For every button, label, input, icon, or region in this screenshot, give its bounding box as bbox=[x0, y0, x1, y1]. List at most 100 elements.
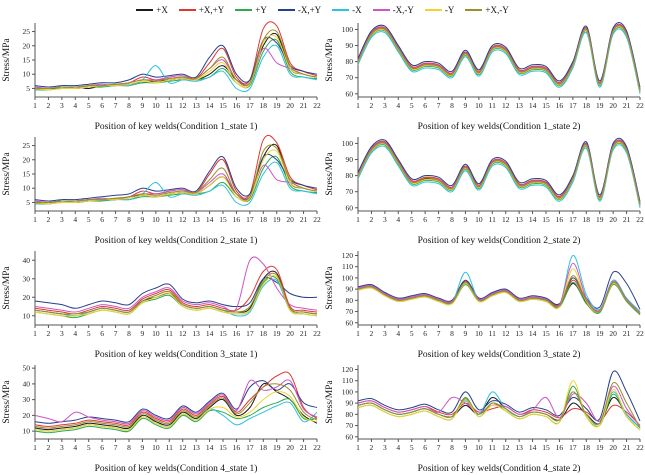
x-tick-label: 9 bbox=[464, 101, 468, 110]
legend-label: -X bbox=[352, 4, 362, 15]
legend-label: -X,+Y bbox=[297, 4, 322, 15]
x-tick-label: 16 bbox=[233, 215, 241, 224]
series-line--Y bbox=[34, 391, 318, 432]
series-line-+X,-Y bbox=[357, 25, 641, 91]
series-line--X,+Y bbox=[34, 36, 318, 88]
x-tick-label: 12 bbox=[179, 329, 187, 338]
x-tick-label: 2 bbox=[370, 215, 374, 224]
x-tick-label: 11 bbox=[489, 215, 496, 224]
y-tick-label: 40 bbox=[23, 379, 31, 388]
x-tick-label: 6 bbox=[423, 215, 427, 224]
x-tick-label: 5 bbox=[87, 443, 91, 452]
y-tick-label: 20 bbox=[23, 411, 31, 420]
x-tick-label: 8 bbox=[450, 215, 454, 224]
x-tick-label: 10 bbox=[152, 101, 160, 110]
chart-condition-1-state-1: 1 2 3 4 5 6 7 8 9 10 11 12 13 14 15 16 17 18 19 20 21 22 5 10 15… bbox=[0, 18, 323, 132]
x-axis-title: Position of key welds(Condition 1_state … bbox=[95, 121, 258, 132]
x-tick-label: 3 bbox=[383, 329, 387, 338]
x-tick-label: 17 bbox=[569, 215, 577, 224]
series-line--Y bbox=[34, 274, 318, 317]
x-tick-label: 12 bbox=[502, 215, 510, 224]
x-tick-label: 12 bbox=[179, 443, 187, 452]
x-tick-label: 6 bbox=[100, 215, 104, 224]
series-group bbox=[34, 134, 318, 206]
series-line--X,-Y bbox=[34, 256, 318, 313]
legend-swatch bbox=[372, 8, 390, 11]
y-tick-label: 10 bbox=[23, 311, 31, 320]
plot-condition-2-state-2: 1 2 3 4 5 6 7 8 9 10 11 12 13 14 15 16 17 18 19 20 21 2260708… bbox=[325, 137, 644, 246]
series-line--X,+Y bbox=[357, 270, 641, 310]
x-tick-label: 5 bbox=[87, 215, 91, 224]
x-tick-label: 3 bbox=[383, 443, 387, 452]
y-axis-title: Stress/MPa bbox=[2, 38, 12, 82]
x-tick-label: 2 bbox=[47, 329, 51, 338]
x-tick-label: 4 bbox=[396, 215, 400, 224]
x-tick-label: 11 bbox=[489, 329, 496, 338]
y-tick-label: 70 bbox=[346, 73, 354, 82]
series-line--X bbox=[34, 44, 318, 93]
x-tick-label: 17 bbox=[246, 329, 254, 338]
series-line-+X,-Y bbox=[357, 141, 641, 205]
x-tick-label: 8 bbox=[127, 329, 131, 338]
x-tick-label: 8 bbox=[127, 101, 131, 110]
y-tick-label: 70 bbox=[346, 187, 354, 196]
series-line--Y bbox=[357, 268, 641, 315]
x-tick-label: 14 bbox=[529, 329, 537, 338]
x-tick-label: 6 bbox=[423, 443, 427, 452]
x-tick-label: 20 bbox=[286, 443, 294, 452]
x-tick-label: 4 bbox=[73, 329, 77, 338]
series-group bbox=[34, 256, 318, 319]
y-axis-title: Stress/MPa bbox=[2, 152, 12, 196]
x-tick-label: 7 bbox=[114, 215, 118, 224]
x-tick-label: 20 bbox=[609, 443, 617, 452]
x-tick-label: 15 bbox=[542, 329, 550, 338]
x-tick-label: 16 bbox=[556, 443, 564, 452]
x-tick-label: 3 bbox=[60, 101, 64, 110]
x-tick-label: 18 bbox=[260, 443, 268, 452]
x-tick-label: 5 bbox=[410, 443, 414, 452]
y-tick-label: 10 bbox=[23, 427, 31, 436]
series-line-+X,+Y bbox=[34, 134, 318, 204]
y-tick-label: 80 bbox=[346, 410, 354, 419]
series-line--X bbox=[357, 28, 641, 94]
x-tick-label: 13 bbox=[192, 443, 200, 452]
chart-condition-4-state-1: 1 2 3 4 5 6 7 8 9 10 11 12 13 14 15 16 17 18 19 20 21 22 10 20 3… bbox=[0, 360, 323, 474]
y-tick-label: 110 bbox=[342, 376, 353, 385]
x-tick-label: 9 bbox=[141, 101, 145, 110]
x-tick-label: 22 bbox=[636, 101, 644, 110]
x-axis-title: Position of key welds(Condition 3_state … bbox=[418, 349, 581, 360]
x-axis-title: Position of key welds(Condition 2_state … bbox=[418, 235, 581, 246]
y-tick-label: 120 bbox=[342, 365, 354, 374]
legend-swatch bbox=[136, 8, 154, 11]
series-line--X,+Y bbox=[34, 153, 318, 202]
y-tick-label: 60 bbox=[346, 432, 354, 441]
y-tick-label: 30 bbox=[23, 274, 31, 283]
x-tick-label: 18 bbox=[260, 215, 268, 224]
legend-swatch bbox=[178, 8, 196, 11]
chart-condition-3-state-1: 1 2 3 4 5 6 7 8 9 10 11 12 13 14 15 16 17 18 19 20 21 22 10 20 3… bbox=[0, 246, 323, 360]
charts-grid: 1 2 3 4 5 6 7 8 9 10 11 12 13 14 15 16 17 18 19 20 21 22 5 10 15… bbox=[0, 18, 645, 474]
x-tick-label: 5 bbox=[410, 215, 414, 224]
series-group bbox=[34, 371, 318, 434]
y-tick-label: 100 bbox=[342, 387, 354, 396]
legend-item--Y: -Y bbox=[424, 5, 454, 15]
x-tick-label: 17 bbox=[246, 215, 254, 224]
y-tick-label: 110 bbox=[342, 262, 353, 271]
x-tick-label: 3 bbox=[60, 443, 64, 452]
x-tick-label: 21 bbox=[623, 443, 631, 452]
legend-swatch bbox=[277, 8, 295, 11]
series-line--X bbox=[34, 161, 318, 206]
x-tick-label: 20 bbox=[286, 101, 294, 110]
x-tick-label: 19 bbox=[596, 101, 604, 110]
x-tick-label: 7 bbox=[437, 101, 441, 110]
x-tick-label: 22 bbox=[313, 329, 321, 338]
series-line-+X,-Y bbox=[357, 275, 641, 315]
y-axis-title: Stress/MPa bbox=[325, 152, 335, 196]
x-tick-label: 18 bbox=[583, 215, 591, 224]
x-tick-label: 8 bbox=[127, 443, 131, 452]
y-tick-label: 70 bbox=[346, 307, 354, 316]
x-tick-label: 22 bbox=[313, 215, 321, 224]
x-tick-label: 17 bbox=[569, 443, 577, 452]
legend-swatch bbox=[424, 8, 442, 11]
x-tick-label: 4 bbox=[73, 215, 77, 224]
